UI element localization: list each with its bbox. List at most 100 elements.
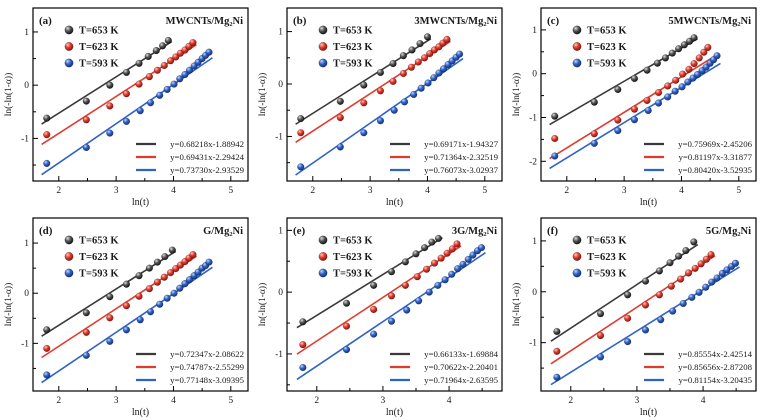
x-axis-label: ln(t) xyxy=(132,197,149,208)
data-point xyxy=(657,316,665,324)
data-point xyxy=(551,112,559,120)
x-axis-tick-label: 5 xyxy=(228,186,233,196)
equation-label: y=0.85656x-2.87208 xyxy=(678,362,752,372)
data-point xyxy=(414,58,422,66)
data-point xyxy=(688,293,696,302)
data-point xyxy=(655,267,664,275)
legend-marker xyxy=(572,42,582,51)
data-point xyxy=(122,302,131,310)
y-axis-tick-label: 0 xyxy=(278,80,283,90)
data-point xyxy=(376,68,385,77)
y-axis-tick-label: 0 xyxy=(278,288,283,298)
legend-label: T=653 K xyxy=(587,236,627,247)
data-point xyxy=(596,353,605,361)
data-point xyxy=(596,310,605,318)
y-axis-label: ln(-ln(1-α)) xyxy=(3,283,14,327)
data-point xyxy=(360,129,368,137)
data-point xyxy=(553,347,561,355)
data-point xyxy=(389,77,397,86)
data-point xyxy=(360,99,368,107)
data-point xyxy=(553,373,561,381)
panel-label: (c) xyxy=(547,15,560,27)
data-point xyxy=(401,281,410,289)
data-point xyxy=(145,285,154,293)
y-axis-tick-label: 1 xyxy=(24,239,29,249)
data-point xyxy=(455,50,464,58)
legend-label: T=623 K xyxy=(333,42,373,53)
data-point xyxy=(690,59,698,68)
data-point xyxy=(437,254,445,262)
legend-marker xyxy=(64,25,74,35)
data-point xyxy=(342,345,351,354)
data-point xyxy=(408,46,416,54)
legend-marker xyxy=(318,58,328,68)
legend-marker xyxy=(572,25,582,35)
data-point xyxy=(674,45,683,53)
x-axis-tick-label: 2 xyxy=(568,396,573,406)
data-point xyxy=(145,73,154,81)
data-point xyxy=(146,99,155,107)
panel-f-chart: 2 3 4 -1 0 1 ln(t) ln(-ln(1-α)) (f) 5G/Mg₂Ni T=653… xyxy=(511,217,757,418)
data-point xyxy=(189,38,197,47)
data-point xyxy=(181,280,189,288)
data-point xyxy=(414,297,423,305)
data-point xyxy=(152,46,160,55)
data-point xyxy=(695,54,703,62)
data-point xyxy=(590,130,598,138)
data-point xyxy=(135,59,143,68)
panel-c-chart: 2 3 4 5 -2 -1 0 1 ln(t) ln(-ln(1-α)) (c) 5MWCNTs/Mg… xyxy=(511,7,757,208)
data-point xyxy=(469,251,477,259)
data-point xyxy=(700,48,708,56)
legend-label: T=593 K xyxy=(333,269,373,280)
y-axis-tick-label: 1 xyxy=(532,26,537,36)
data-point xyxy=(164,36,172,45)
equation-label: y=0.81197x-3.31877 xyxy=(678,152,752,162)
x-axis-label: ln(t) xyxy=(640,197,657,208)
data-point xyxy=(430,259,439,267)
data-point xyxy=(691,264,699,273)
data-point xyxy=(630,105,639,113)
data-point xyxy=(678,83,686,91)
panel-d: 2 3 4 5 -1 0 1 ln(t) ln(-ln(1-α)) (d) G/Mg₂Ni T=653… xyxy=(0,210,254,420)
data-point xyxy=(641,277,650,285)
data-point xyxy=(387,317,396,325)
data-point xyxy=(702,283,710,291)
data-point xyxy=(679,299,687,308)
data-point xyxy=(336,97,344,105)
y-axis-tick-label: 1 xyxy=(278,226,283,236)
legend-marker xyxy=(572,252,582,261)
equation-label: y=0.77148x-3.09395 xyxy=(170,375,244,385)
legend-marker xyxy=(572,58,582,68)
x-axis-tick-label: 3 xyxy=(622,186,627,196)
data-point xyxy=(641,326,650,334)
data-point xyxy=(435,69,443,77)
data-point xyxy=(135,80,143,88)
data-point xyxy=(434,234,443,243)
y-axis-tick-label: -1 xyxy=(529,113,537,123)
data-point xyxy=(170,80,178,88)
legend-label: T=653 K xyxy=(333,236,373,247)
data-point xyxy=(135,272,143,280)
data-point xyxy=(454,265,462,273)
data-point xyxy=(423,33,432,41)
legend-marker xyxy=(64,252,74,261)
y-axis-tick-label: -1 xyxy=(21,339,29,349)
legend-label: T=593 K xyxy=(333,59,373,70)
data-point xyxy=(399,52,408,60)
x-axis-tick-label: 5 xyxy=(228,396,233,406)
equation-label: y=0.80420x-3.52935 xyxy=(678,165,752,175)
data-point xyxy=(464,255,472,264)
data-point xyxy=(136,107,144,115)
x-axis-tick-label: 2 xyxy=(56,186,61,196)
data-point xyxy=(424,79,432,87)
data-point xyxy=(654,88,663,97)
x-axis-tick-label: 4 xyxy=(679,186,684,196)
x-axis-tick-label: 5 xyxy=(482,186,487,196)
equation-label: y=0.70622x-2.20401 xyxy=(424,362,498,372)
y-axis-tick-label: 1 xyxy=(24,28,29,38)
equation-label: y=0.71964x-2.63595 xyxy=(424,375,498,385)
data-point xyxy=(387,268,396,276)
data-point xyxy=(185,276,194,284)
data-point xyxy=(399,69,408,78)
data-point xyxy=(168,246,176,254)
